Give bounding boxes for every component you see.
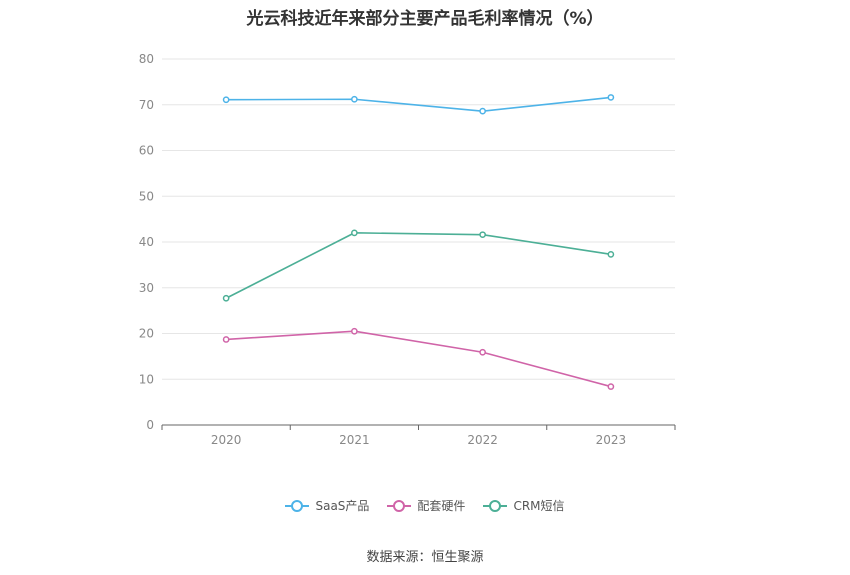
series-group	[222, 94, 615, 390]
legend-label: SaaS产品	[315, 499, 370, 513]
x-tick-label: 2020	[211, 433, 242, 447]
x-tick-label: 2023	[596, 433, 627, 447]
data-point	[222, 294, 230, 302]
series-line	[226, 330, 612, 388]
series-line	[226, 96, 611, 112]
x-tick-label: 2022	[467, 433, 498, 447]
legend-label: 配套硬件	[417, 499, 466, 513]
y-tick-label: 30	[139, 281, 154, 295]
legend-marker-icon	[387, 499, 412, 512]
y-tick-label: 0	[146, 418, 154, 432]
y-tick-label: 20	[139, 327, 154, 341]
grid-lines	[162, 58, 675, 380]
data-point	[479, 107, 486, 115]
y-tick-label: 70	[139, 98, 154, 112]
legend-label: CRM短信	[513, 499, 565, 513]
y-axis: 0 10 20 30 40 50 60 70 80	[139, 52, 154, 432]
y-tick-label: 80	[139, 52, 154, 66]
data-point	[607, 383, 615, 390]
legend-item[interactable]: 配套硬件	[387, 497, 465, 514]
series-line	[225, 232, 611, 299]
data-point	[479, 231, 486, 239]
data-point	[351, 327, 358, 335]
legend: SaaS产品 配套硬件 CRM短信	[0, 497, 850, 514]
y-tick-label: 10	[139, 372, 154, 386]
data-point	[351, 95, 358, 103]
data-point	[222, 336, 230, 343]
data-point	[607, 94, 615, 101]
data-source: 数据来源：恒生聚源	[366, 550, 484, 565]
legend-marker-icon	[285, 499, 310, 512]
x-axis: 2020 2021 2022 2023	[161, 424, 676, 447]
data-point	[351, 229, 358, 237]
chart-title: 光云科技近年来部分主要产品毛利率情况（%）	[246, 9, 604, 29]
legend-marker-icon	[483, 499, 508, 512]
y-tick-label: 60	[139, 144, 154, 158]
y-tick-label: 50	[139, 189, 154, 203]
legend-item[interactable]: CRM短信	[483, 497, 565, 514]
data-point	[479, 348, 486, 356]
data-point	[607, 251, 615, 258]
y-tick-label: 40	[139, 235, 154, 249]
legend-item[interactable]: SaaS产品	[285, 497, 369, 514]
data-point	[222, 96, 230, 104]
x-tick-label: 2021	[339, 433, 370, 447]
